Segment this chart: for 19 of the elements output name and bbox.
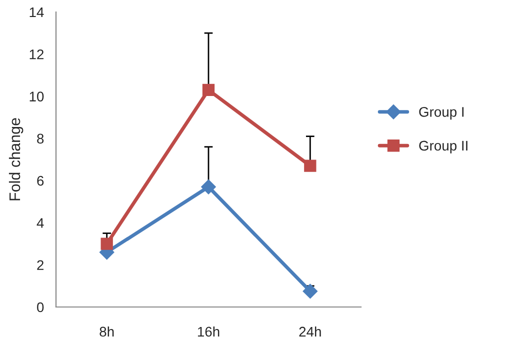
x-tick-label: 16h xyxy=(198,326,220,337)
y-tick-label: 4 xyxy=(36,218,44,228)
point xyxy=(100,238,113,250)
y-tick-label: 8 xyxy=(37,134,44,144)
y-tick-label: 12 xyxy=(30,49,44,60)
x-tick-label: 8h xyxy=(100,326,114,337)
legend-label: Group I xyxy=(419,107,464,120)
point xyxy=(202,84,215,96)
point xyxy=(302,284,318,299)
y-tick-label: 14 xyxy=(30,7,44,18)
y-tick-label: 2 xyxy=(37,260,44,270)
legend-label: Group II xyxy=(419,140,468,154)
point xyxy=(304,160,316,172)
y-axis-title: Fold change xyxy=(8,118,24,200)
x-tick-label: 24h xyxy=(299,326,321,337)
y-tick-label: 6 xyxy=(37,176,44,186)
y-tick-label: 0 xyxy=(37,302,44,312)
point xyxy=(201,180,216,194)
y-tick-label: 10 xyxy=(30,92,44,102)
